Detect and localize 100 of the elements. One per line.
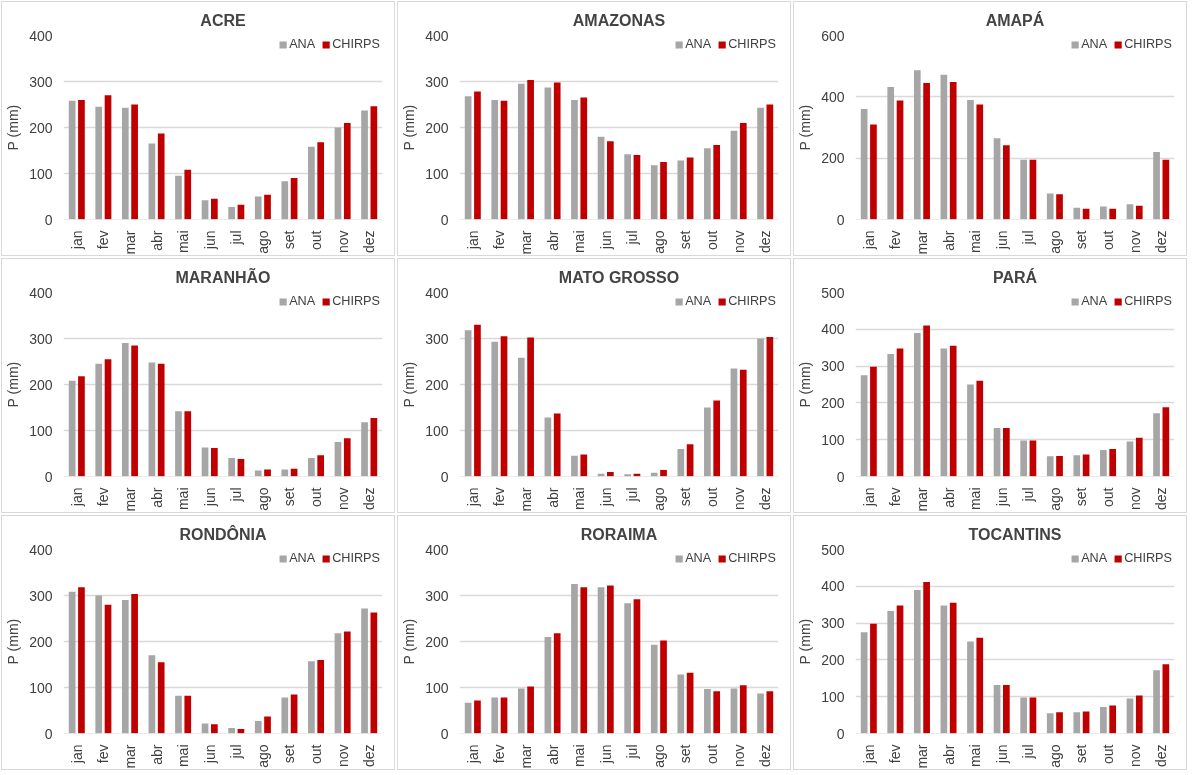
x-tick-label: ago xyxy=(650,744,667,768)
y-tick-label: 300 xyxy=(425,330,449,347)
x-tick-label: mar xyxy=(121,230,138,255)
x-tick-label: nov xyxy=(1126,744,1143,768)
x-tick-label: jul xyxy=(228,230,245,246)
x-tick-label: jan xyxy=(464,487,481,508)
x-tick-label: out xyxy=(308,744,325,764)
x-tick-label: nov xyxy=(334,487,351,511)
x-tick-label: jan xyxy=(68,487,85,508)
y-tick-label: 300 xyxy=(29,73,53,90)
x-tick-label: nov xyxy=(730,230,747,254)
y-axis-title: P (mm) xyxy=(797,104,814,151)
y-tick-label: 100 xyxy=(29,679,53,696)
x-tick-label: set xyxy=(281,487,298,507)
y-axis-title: P (mm) xyxy=(5,104,22,151)
y-tick-label: 100 xyxy=(425,422,449,439)
legend-label: ANA xyxy=(1081,37,1108,51)
y-axis-title: P (mm) xyxy=(401,104,418,151)
x-tick-label: mar xyxy=(517,744,534,769)
x-tick-label: abr xyxy=(940,744,957,765)
x-tick-label: nov xyxy=(730,744,747,768)
x-tick-label: out xyxy=(704,487,721,507)
x-tick-label: abr xyxy=(940,230,957,251)
x-tick-label: set xyxy=(677,487,694,507)
legend-label: ANA xyxy=(685,294,712,308)
x-tick-label: set xyxy=(1073,487,1090,507)
y-tick-label: 200 xyxy=(821,394,845,411)
y-tick-label: 200 xyxy=(425,376,449,393)
chart-title: RONDÔNIA xyxy=(179,524,267,543)
chart-title: PARÁ xyxy=(992,267,1038,286)
y-tick-label: 400 xyxy=(29,27,53,44)
x-tick-label: abr xyxy=(544,230,561,251)
legend-label: CHIRPS xyxy=(728,294,776,308)
legend-label: ANA xyxy=(685,551,712,565)
legend-label: ANA xyxy=(1081,551,1108,565)
x-tick-label: mar xyxy=(121,744,138,769)
x-tick-label: mar xyxy=(517,230,534,255)
y-axis-title: P (mm) xyxy=(797,618,814,665)
y-tick-label: 400 xyxy=(425,541,449,558)
y-axis-title: P (mm) xyxy=(5,618,22,665)
chart-title: MARANHÃO xyxy=(175,266,271,286)
x-tick-label: out xyxy=(1100,230,1117,250)
y-tick-label: 100 xyxy=(425,165,449,182)
x-tick-label: mai xyxy=(571,487,588,511)
legend-label: CHIRPS xyxy=(728,551,776,565)
y-tick-label: 300 xyxy=(821,615,845,632)
x-tick-label: nov xyxy=(334,230,351,254)
legend-label: ANA xyxy=(1081,294,1108,308)
x-tick-label: mar xyxy=(913,487,930,512)
x-tick-label: jul xyxy=(1020,230,1037,246)
x-tick-label: jul xyxy=(624,487,641,503)
y-tick-label: 600 xyxy=(821,27,845,44)
y-tick-label: 200 xyxy=(29,376,53,393)
y-tick-label: 500 xyxy=(821,541,845,558)
legend-label: CHIRPS xyxy=(332,294,380,308)
x-tick-label: nov xyxy=(1126,487,1143,511)
x-tick-label: fev xyxy=(887,230,904,250)
x-tick-label: ago xyxy=(1046,487,1063,511)
x-tick-label: dez xyxy=(757,230,774,254)
x-tick-label: ago xyxy=(650,230,667,254)
y-tick-label: 400 xyxy=(29,541,53,558)
y-tick-label: 200 xyxy=(29,119,53,136)
x-tick-label: dez xyxy=(361,230,378,254)
y-tick-label: 100 xyxy=(29,165,53,182)
y-tick-label: 100 xyxy=(821,431,845,448)
x-tick-label: fev xyxy=(887,487,904,507)
x-tick-label: jun xyxy=(201,487,218,508)
y-tick-label: 0 xyxy=(836,725,845,742)
x-tick-label: ago xyxy=(254,744,271,768)
legend-label: CHIRPS xyxy=(1124,551,1172,565)
y-tick-label: 200 xyxy=(821,150,845,167)
x-tick-label: fev xyxy=(95,487,112,507)
y-tick-label: 300 xyxy=(425,587,449,604)
x-tick-label: fev xyxy=(491,744,508,764)
y-tick-label: 100 xyxy=(425,679,449,696)
x-tick-label: dez xyxy=(361,487,378,511)
legend-label: CHIRPS xyxy=(332,551,380,565)
x-tick-label: jun xyxy=(993,230,1010,251)
x-tick-label: jun xyxy=(597,487,614,508)
y-tick-label: 300 xyxy=(425,73,449,90)
x-tick-label: jul xyxy=(1020,487,1037,503)
y-tick-label: 200 xyxy=(821,651,845,668)
x-tick-label: jul xyxy=(228,744,245,760)
y-tick-label: 0 xyxy=(836,468,845,485)
y-tick-label: 100 xyxy=(821,688,845,705)
x-tick-label: jun xyxy=(201,230,218,251)
y-tick-label: 300 xyxy=(29,330,53,347)
y-axis-title: P (mm) xyxy=(401,361,418,408)
x-tick-label: out xyxy=(308,230,325,250)
x-tick-label: mai xyxy=(175,230,192,254)
x-tick-label: abr xyxy=(148,230,165,251)
x-tick-label: set xyxy=(281,230,298,250)
chart-title: ACRE xyxy=(200,11,246,29)
x-tick-label: fev xyxy=(95,744,112,764)
x-tick-label: dez xyxy=(1153,230,1170,254)
x-tick-label: jan xyxy=(68,230,85,251)
x-tick-label: mai xyxy=(967,230,984,254)
x-tick-label: set xyxy=(1073,744,1090,764)
x-tick-label: dez xyxy=(757,487,774,511)
x-tick-label: jun xyxy=(993,487,1010,508)
